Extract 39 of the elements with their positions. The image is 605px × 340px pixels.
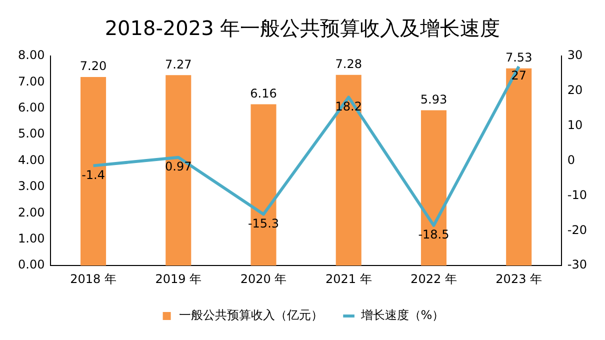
data-label: 0.97 (165, 160, 192, 174)
y-tick-label: 3.00 (18, 179, 45, 194)
bar (80, 76, 106, 266)
y-tick-label: 4.00 (18, 152, 45, 167)
y2-tick-label: 20 (567, 83, 583, 98)
x-tick-label: 2023 年 (496, 272, 542, 286)
data-label: 7.53 (505, 50, 532, 64)
bar (420, 110, 446, 266)
data-label: 5.93 (420, 92, 448, 106)
bar (336, 74, 362, 266)
x-tick-label: 2018 年 (70, 272, 116, 286)
y2-tick-label: -30 (567, 258, 588, 272)
y-tick-label: 0.00 (18, 258, 45, 272)
x-tick-label: 2019 年 (155, 272, 202, 286)
y-tick-label: 5.00 (18, 126, 45, 141)
data-label: 6.16 (250, 86, 277, 100)
y-tick-label: 6.00 (18, 100, 45, 115)
data-label: 7.20 (80, 59, 107, 74)
y-tick-label: 8.00 (18, 48, 45, 62)
bar (250, 104, 276, 266)
y-tick-label: 7.00 (18, 74, 45, 88)
data-label: -1.4 (82, 168, 105, 182)
y2-tick-label: 30 (567, 48, 583, 62)
x-tick-label: 2022 年 (410, 272, 457, 286)
y2-tick-label: -10 (567, 188, 588, 202)
legend-label: 一般公共预算收入（亿元） (178, 308, 323, 322)
y2-tick-label: 0 (567, 152, 576, 167)
y2-tick-label: -20 (567, 222, 588, 237)
bar (166, 75, 192, 266)
legend-label: 增长速度（%） (360, 308, 444, 322)
y2-tick-label: 10 (567, 118, 583, 132)
y-tick-label: 2.00 (18, 205, 45, 220)
data-label: 7.28 (335, 56, 362, 71)
data-label: 7.27 (165, 57, 192, 72)
x-tick-label: 2021 年 (325, 272, 372, 286)
x-tick-label: 2020 年 (240, 272, 287, 286)
chart-title: 2018-2023 年一般公共预算收入及增长速度 (104, 16, 500, 40)
y-tick-label: 1.00 (18, 232, 45, 246)
bar (506, 68, 532, 266)
